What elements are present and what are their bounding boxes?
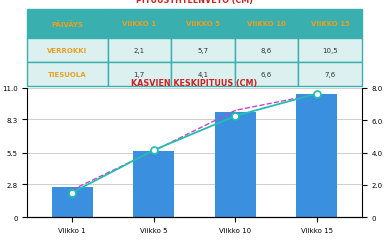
Bar <box>215 112 256 218</box>
Text: PITUUSYHTEENVETO (CM): PITUUSYHTEENVETO (CM) <box>136 0 253 5</box>
Bar <box>133 151 174 218</box>
Bar <box>296 95 337 218</box>
Title: KASVIEN KESKIPITUUS (CM): KASVIEN KESKIPITUUS (CM) <box>131 78 258 88</box>
Bar <box>52 187 93 218</box>
